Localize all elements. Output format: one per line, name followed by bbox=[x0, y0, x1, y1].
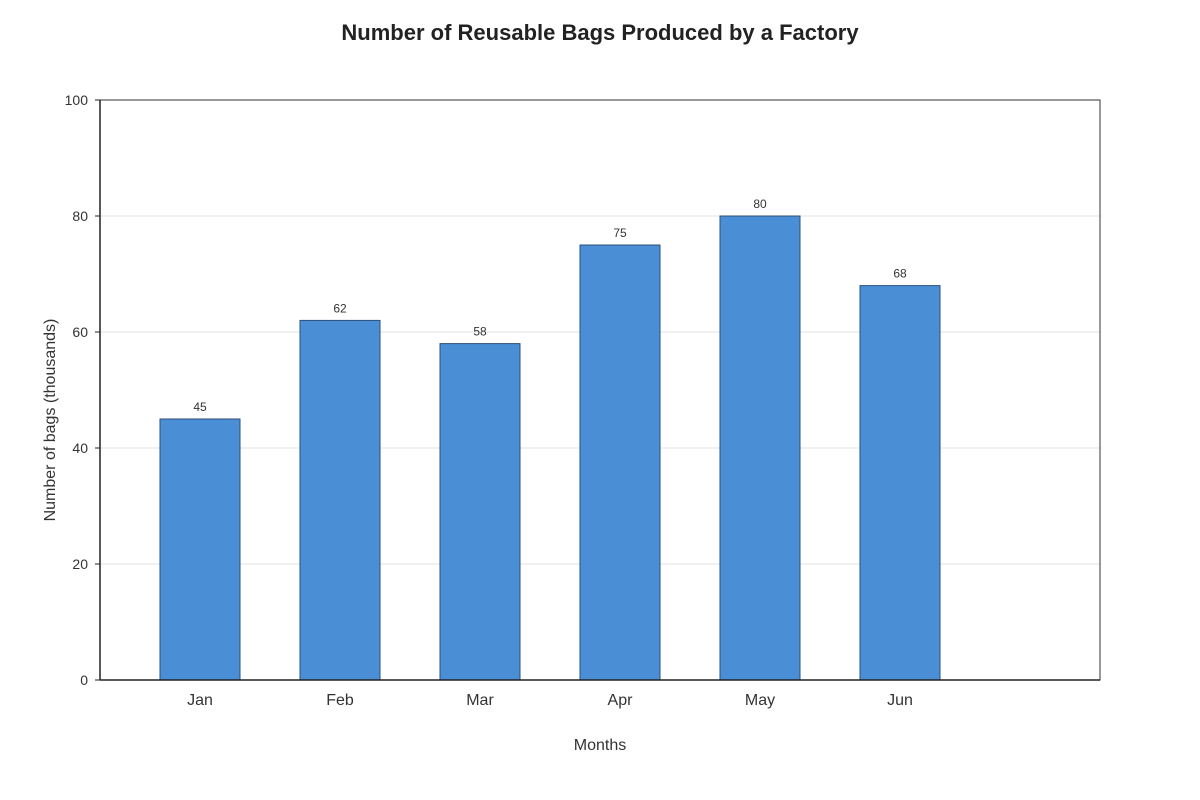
x-tick-labels: Jan Feb Mar Apr May Jun bbox=[187, 692, 913, 709]
bar-jan bbox=[159, 418, 241, 681]
y-tick-label: 80 bbox=[72, 208, 88, 224]
x-tick-label: Jun bbox=[887, 692, 913, 709]
data-label: 80 bbox=[753, 197, 767, 211]
data-labels: 45 62 58 75 80 68 bbox=[193, 197, 907, 414]
data-label: 75 bbox=[613, 226, 627, 240]
y-tick-label: 40 bbox=[72, 440, 88, 456]
y-tick-label: 20 bbox=[72, 556, 88, 572]
bars bbox=[159, 215, 941, 681]
x-tick-label: Apr bbox=[608, 692, 634, 709]
x-tick-label: May bbox=[745, 692, 775, 709]
y-axis-label: Number of bags (thousands) bbox=[42, 319, 59, 522]
x-tick-label: Feb bbox=[326, 692, 354, 709]
bar-apr bbox=[579, 244, 661, 681]
bar-mar bbox=[439, 343, 521, 681]
x-tick-label: Mar bbox=[466, 692, 494, 709]
data-label: 62 bbox=[333, 301, 347, 315]
y-tick-label: 0 bbox=[80, 672, 88, 688]
chart-title: Number of Reusable Bags Produced by a Fa… bbox=[341, 20, 859, 45]
x-tick-label: Jan bbox=[187, 692, 213, 709]
bar-jun bbox=[859, 285, 941, 681]
bar-may bbox=[719, 215, 801, 681]
y-tick-label: 60 bbox=[72, 324, 88, 340]
data-label: 58 bbox=[473, 325, 487, 339]
y-tick-labels: 0 20 40 60 80 100 bbox=[65, 92, 100, 688]
data-label: 45 bbox=[193, 400, 207, 414]
data-label: 68 bbox=[893, 267, 907, 281]
bar-feb bbox=[299, 319, 381, 681]
x-axis-label: Months bbox=[574, 737, 626, 754]
y-tick-label: 100 bbox=[65, 92, 89, 108]
